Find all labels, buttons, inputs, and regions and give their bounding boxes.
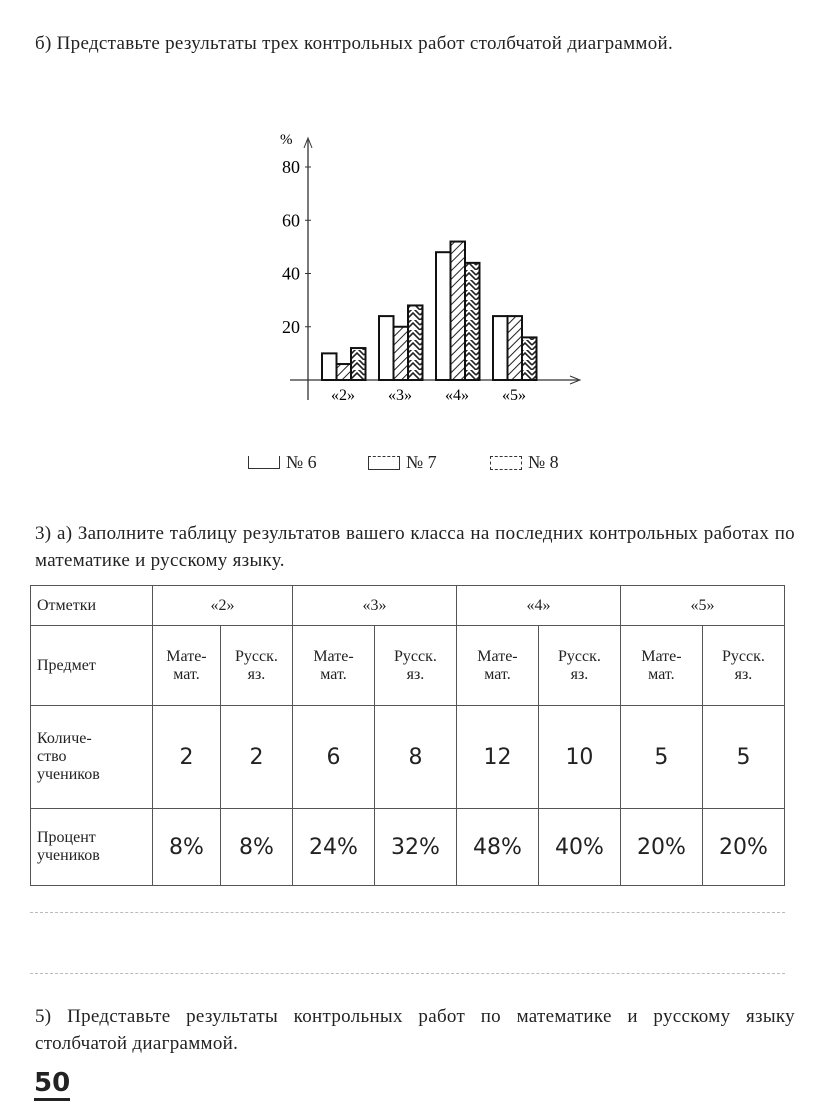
subject-cell: Русск. яз.: [219, 625, 294, 706]
bar-diagonal-hatch-2: [449, 240, 466, 381]
bar-diagonal-hatch-1: [392, 325, 409, 381]
count-label: Количе-ство учеников: [30, 705, 153, 809]
bar-empty-0: [321, 352, 338, 381]
task-b-text: б) Представьте результаты трех контрольн…: [35, 33, 674, 54]
bar-empty-3: [492, 315, 509, 382]
percent-row: Процент учеников 8% 8% 24% 32% 48% 40% 20% 20%: [30, 808, 786, 886]
x-tick-label: «3»: [388, 387, 412, 404]
x-tick-label: «4»: [445, 387, 469, 404]
marks-row: Отметки «2» «3» «4» «5»: [30, 585, 786, 626]
bar-herringbone-hatch-0: [350, 347, 367, 381]
legend-item-7: № 7: [368, 452, 437, 473]
subject-label: Предмет: [30, 625, 153, 706]
x-tick-label: «2»: [331, 387, 355, 404]
y-axis-label: %: [280, 132, 293, 148]
percent-cell[interactable]: 48%: [455, 808, 539, 886]
subject-cell: Русск. яз.: [537, 625, 621, 706]
percent-label: Процент учеников: [30, 808, 153, 886]
legend-swatch-empty: [248, 456, 280, 469]
subject-cell: Мате-мат.: [455, 625, 539, 706]
legend-swatch-diagonal: [368, 455, 400, 470]
count-row: Количе-ство учеников 2 2 6 8 12 10 5 5: [30, 705, 786, 809]
empty-grid-area: [30, 912, 785, 974]
x-axis-arrow: [569, 375, 582, 385]
page-number: 50: [34, 1068, 71, 1101]
legend-label: № 7: [406, 452, 437, 472]
x-tick-label: «5»: [502, 387, 526, 404]
count-cell[interactable]: 10: [537, 705, 621, 809]
subject-row: Предмет Мате-мат. Русск. яз. Мате-мат. Русск…: [30, 625, 786, 706]
results-table: Отметки «2» «3» «4» «5» Предмет Мате-мат…: [30, 585, 786, 886]
mark-cell: «4»: [455, 585, 621, 626]
legend-item-6: № 6: [248, 452, 317, 473]
legend-item-8: № 8: [490, 452, 559, 473]
y-tick-label: 60: [282, 210, 300, 230]
percent-cell[interactable]: 32%: [373, 808, 457, 886]
y-axis-arrow: [303, 136, 313, 149]
subject-cell: Русск. яз.: [373, 625, 457, 706]
bar-empty-1: [378, 315, 395, 382]
count-cell[interactable]: 5: [619, 705, 703, 809]
legend-label: № 8: [528, 452, 559, 472]
count-cell[interactable]: 2: [219, 705, 294, 809]
percent-cell[interactable]: 20%: [619, 808, 703, 886]
count-cell[interactable]: 12: [455, 705, 539, 809]
count-cell[interactable]: 5: [701, 705, 786, 809]
percent-cell[interactable]: 40%: [537, 808, 621, 886]
percent-cell[interactable]: 20%: [701, 808, 786, 886]
count-cell[interactable]: 8: [373, 705, 457, 809]
percent-cell[interactable]: 8%: [219, 808, 294, 886]
bar-herringbone-hatch-2: [464, 261, 481, 382]
mark-cell: «5»: [619, 585, 786, 626]
task-3a-text: 3) а) Заполните таблицу результатов ваше…: [35, 523, 795, 571]
subject-cell: Мате-мат.: [292, 625, 375, 706]
bar-diagonal-hatch-0: [335, 363, 352, 381]
subject-cell: Мате-мат.: [619, 625, 703, 706]
subject-cell: Русск. яз.: [701, 625, 786, 706]
y-tick-label: 20: [282, 317, 300, 337]
legend-label: № 6: [286, 452, 317, 472]
marks-label: Отметки: [30, 585, 153, 626]
percent-cell[interactable]: 24%: [292, 808, 375, 886]
bar-chart: % 20 40 60 80 «2» «3» «4» «5»: [280, 132, 582, 404]
mark-cell: «2»: [152, 585, 293, 626]
task-5-text: 5) Представьте результаты контрольных ра…: [35, 1006, 795, 1054]
count-cell[interactable]: 6: [292, 705, 375, 809]
y-tick-label: 40: [282, 264, 300, 284]
mark-cell: «3»: [292, 585, 457, 626]
bar-herringbone-hatch-1: [407, 304, 424, 382]
count-cell[interactable]: 2: [152, 705, 221, 809]
y-tick-label: 80: [282, 157, 300, 177]
bar-herringbone-hatch-3: [521, 336, 538, 381]
legend-swatch-herringbone: [490, 455, 522, 470]
bar-empty-2: [435, 251, 452, 381]
bar-diagonal-hatch-3: [506, 315, 523, 382]
percent-cell[interactable]: 8%: [152, 808, 221, 886]
subject-cell: Мате-мат.: [152, 625, 221, 706]
